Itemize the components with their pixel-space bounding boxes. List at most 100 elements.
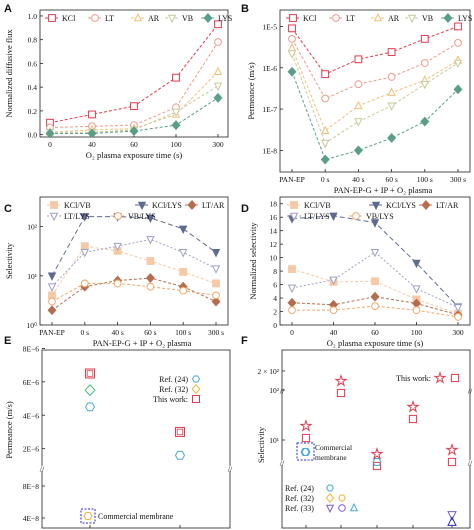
legend-entry: LT/LYS: [64, 212, 90, 221]
data-point-KCl/VB: [80, 242, 89, 251]
data-point-LT/LYS: [80, 249, 90, 258]
legend-entry: VB/LYS: [366, 212, 394, 221]
y-tick-label: 10¹: [269, 436, 279, 445]
data-point-thiswork-square: [336, 388, 346, 398]
x-tick-label: 100 s: [417, 175, 433, 184]
data-point-thiswork-square: [372, 461, 382, 471]
data-point-LT/LYS: [370, 248, 380, 258]
data-point-AR: [387, 87, 396, 96]
x-tick-label: 60: [371, 328, 379, 337]
data-point-Thiswork: [85, 368, 95, 379]
data-point-KCl: [288, 24, 296, 33]
series-line-LT: [49, 41, 219, 129]
data-point-KCl/LYS: [47, 272, 57, 281]
y-axis-label: Normalized diffusive flux: [4, 29, 14, 118]
legend-marker: [373, 12, 383, 22]
data-point-LT/LYS: [178, 249, 188, 258]
legend-marker: [338, 494, 346, 502]
x-tick-label: 0 s: [321, 175, 330, 184]
x-tick-label: 40: [330, 328, 338, 337]
data-point-AR: [287, 42, 297, 52]
data-point-LT/LYS: [146, 236, 155, 245]
data-point-KCl: [387, 48, 396, 56]
panel-E: E // // 2E−6 4E−6 6E−6 8E−6 4E−8 8E−8 Permeance (…: [4, 335, 234, 529]
axis-break: [38, 466, 234, 471]
x-tick-label: 40: [88, 140, 96, 149]
data-point-inner: [176, 428, 184, 436]
y-axis-label: Selectivity: [256, 426, 266, 463]
y-tick-label: 4E−8: [23, 514, 40, 523]
x-axis-label: PAN-EP-G + IP + O₂ plasma: [334, 185, 433, 195]
y-tick-label: 10⁰: [26, 321, 37, 330]
data-point-VB/LYS: [454, 313, 462, 321]
data-point-KCl/VB: [146, 257, 155, 265]
legend-marker: [443, 13, 453, 23]
y-tick-label: 8: [273, 267, 277, 276]
data-point-LT/AR: [370, 291, 380, 302]
data-point-KCl/LYS: [80, 213, 90, 222]
data-point-LYS: [171, 120, 181, 131]
data-point-KCl: [354, 55, 363, 64]
axis-break-mark: //: [468, 459, 473, 468]
data-point-Ref24: [174, 450, 186, 460]
y-tick-label: 1E-5: [262, 22, 277, 31]
data-point-VB: [320, 139, 330, 149]
legend-marker: [203, 13, 213, 23]
legend-entry: LT: [105, 14, 114, 23]
y-tick-label: 0.2: [28, 107, 38, 116]
data-point-LT: [288, 34, 296, 43]
y-tick-label: 4E−6: [23, 411, 40, 420]
axis-break-mark: //: [280, 387, 285, 396]
plot-frame: [41, 349, 231, 529]
y-tick-label: 18: [270, 200, 278, 209]
plot-frame: [39, 9, 229, 138]
y-axis-label: Selectivity: [4, 242, 14, 279]
data-point-LT/LYS: [453, 304, 463, 313]
legend-marker: [332, 14, 340, 22]
y-tick-label: 8E−8: [23, 482, 40, 491]
data-point-LT/LYS: [287, 284, 297, 294]
legend-marker: [407, 14, 417, 24]
y-tick-label: 10²: [269, 386, 280, 395]
data-point-LYS: [420, 116, 430, 127]
data-point-thiswork: [445, 442, 459, 456]
series-line-VB: [291, 53, 459, 144]
commercial-membrane-box: [296, 442, 315, 461]
annotation: Commercial membrane: [98, 512, 174, 521]
annotation-line2: membrane: [315, 453, 347, 462]
legend-marker: [289, 14, 297, 22]
x-tick-label: 0 s: [81, 328, 90, 337]
data-point-VB/LYS: [48, 297, 56, 306]
x-tick-label: 300: [452, 328, 464, 337]
commercial-membrane-box: [80, 508, 96, 524]
data-point-thiswork: [334, 373, 348, 387]
data-point-thiswork: [406, 399, 420, 413]
data-point-VB/LYS: [80, 279, 89, 288]
y-tick-label: 2: [273, 308, 277, 317]
series-line-LT/AR: [291, 296, 459, 316]
legend-marker: [191, 375, 201, 383]
y-tick-label: 4: [273, 294, 277, 303]
legend-marker: [450, 373, 460, 383]
data-point-LYS: [287, 66, 297, 77]
data-point-thiswork-square: [301, 433, 311, 443]
data-point-LYS: [45, 128, 55, 139]
legend-marker: [325, 504, 335, 514]
legend-marker: [137, 201, 147, 211]
panel-D: D 0 2 4 6 8 10 12 14 16 18 0 40 60 100 300 O₂ plasma exp…: [241, 196, 471, 348]
legend-entry: KCl/VB: [64, 201, 91, 210]
x-tick-label: 300 s: [208, 328, 224, 337]
data-point-LYS: [320, 154, 330, 165]
data-point-Ref32: [84, 384, 96, 397]
series-line-LYS: [291, 71, 459, 161]
data-point-KCl: [454, 22, 462, 31]
data-point-LYS: [453, 84, 463, 95]
panel-label: B: [241, 3, 249, 15]
panel-C: C 10⁰ 10¹ 10² PAN-EP 0 s 40 s 60 s 100 s 300 s PAN…: [4, 196, 229, 348]
data-point-LT/LYS: [329, 276, 338, 285]
y-tick-label: 1E-8: [262, 146, 277, 155]
axis-break-mark: //: [228, 465, 233, 474]
data-point-VB/LYS: [146, 282, 155, 291]
x-tick-label: 0: [290, 328, 294, 337]
